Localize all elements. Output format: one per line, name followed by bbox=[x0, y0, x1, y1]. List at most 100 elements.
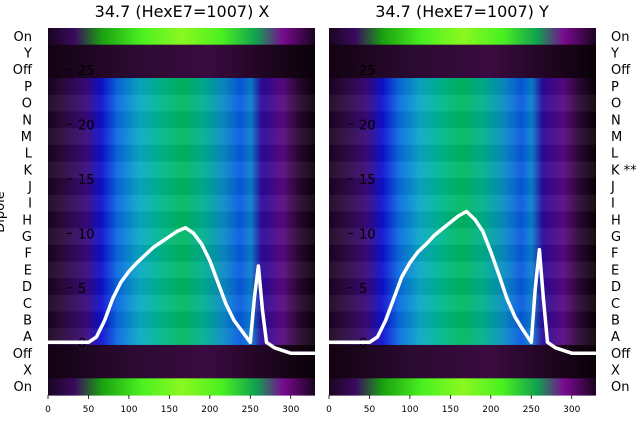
heatmap-row-4 bbox=[48, 78, 315, 96]
overlay-tick-label: 15 bbox=[78, 173, 95, 188]
heatmap-row-shade-8 bbox=[329, 144, 596, 163]
row-label: F bbox=[611, 247, 618, 262]
heatmap-row-8 bbox=[48, 144, 315, 163]
row-label: C bbox=[611, 297, 620, 312]
heatmap-row-shade-7 bbox=[48, 128, 315, 146]
heatmap-row-15 bbox=[329, 261, 596, 279]
heatmap-row-18 bbox=[48, 311, 315, 329]
heatmap-row-21 bbox=[329, 361, 596, 379]
heatmap-row-2 bbox=[48, 44, 315, 62]
heatmap-row-shade-17 bbox=[48, 294, 315, 313]
row-label: J bbox=[610, 180, 615, 195]
heatmap-row-17 bbox=[48, 294, 315, 313]
panel-2-title: 34.7 (HexE7=1007) Y bbox=[375, 2, 549, 21]
row-label: L bbox=[611, 147, 619, 162]
x-tick-label: 200 bbox=[201, 405, 218, 415]
heatmap-row-20 bbox=[329, 344, 596, 363]
panel-1-ylabel: Dipole bbox=[0, 191, 8, 232]
overlay-tick-label: 5 bbox=[78, 282, 86, 297]
row-label: B bbox=[611, 313, 620, 328]
heatmap-row-15 bbox=[48, 261, 315, 279]
x-tick-label: 300 bbox=[282, 405, 299, 415]
overlay-tick-label: 25 bbox=[359, 64, 376, 79]
overlay-tick-label: 10 bbox=[78, 227, 95, 242]
x-tick-label: 250 bbox=[523, 405, 540, 415]
row-label: Y bbox=[23, 47, 32, 62]
heatmap-row-2 bbox=[329, 44, 596, 62]
x-tick-label: 300 bbox=[563, 405, 580, 415]
heatmap-row-shade-9 bbox=[329, 161, 596, 179]
row-label: B bbox=[23, 313, 32, 328]
heatmap-row-9 bbox=[48, 161, 315, 179]
row-label: X bbox=[611, 363, 620, 378]
row-label: K ** bbox=[611, 163, 637, 178]
x-tick-label: 100 bbox=[401, 405, 418, 415]
heatmap-row-shade-15 bbox=[329, 261, 596, 279]
row-label: On bbox=[14, 380, 32, 395]
x-tick-label: 50 bbox=[364, 405, 376, 415]
overlay-curve bbox=[48, 226, 315, 355]
heatmap-row-13 bbox=[48, 228, 315, 246]
x-tick-label: 250 bbox=[242, 405, 259, 415]
heatmap-row-22 bbox=[48, 378, 315, 396]
row-label: A bbox=[23, 330, 32, 345]
heatmap-row-shade-5 bbox=[329, 94, 596, 113]
heatmap-row-1 bbox=[329, 28, 596, 46]
row-label: P bbox=[611, 80, 619, 95]
heatmap-row-shade-11 bbox=[48, 194, 315, 213]
heatmap-row-shade-7 bbox=[329, 128, 596, 146]
heatmap-row-shade-13 bbox=[329, 228, 596, 246]
heatmap-row-shade-14 bbox=[48, 244, 315, 263]
heatmap-row-shade-4 bbox=[329, 78, 596, 96]
heatmap-row-shade-12 bbox=[329, 211, 596, 229]
heatmap-row-shade-6 bbox=[329, 111, 596, 129]
row-label: On bbox=[14, 30, 32, 45]
row-label: Off bbox=[13, 347, 33, 362]
overlay-curve bbox=[329, 209, 596, 355]
row-label: O bbox=[611, 97, 621, 112]
heatmap-row-18 bbox=[329, 311, 596, 329]
row-label: Off bbox=[611, 347, 631, 362]
row-label: F bbox=[25, 247, 32, 262]
row-label: D bbox=[22, 280, 32, 295]
heatmap-row-6 bbox=[48, 111, 315, 129]
heatmap-row-11 bbox=[48, 194, 315, 213]
row-label: I bbox=[611, 197, 615, 212]
row-label: E bbox=[611, 263, 619, 278]
x-tick-label: 0 bbox=[326, 405, 332, 415]
heatmap-row-shade-16 bbox=[48, 278, 315, 296]
heatmap-row-20 bbox=[48, 344, 315, 363]
heatmap-row-shade-11 bbox=[329, 194, 596, 213]
row-label: C bbox=[23, 297, 32, 312]
row-label: P bbox=[24, 80, 32, 95]
row-label: D bbox=[611, 280, 621, 295]
heatmap-row-shade-9 bbox=[48, 161, 315, 179]
row-label: On bbox=[611, 30, 629, 45]
row-label: J bbox=[27, 180, 32, 195]
heatmap-row-shade-16 bbox=[329, 278, 596, 296]
row-label: G bbox=[22, 230, 32, 245]
x-tick-label: 100 bbox=[120, 405, 137, 415]
x-tick-label: 150 bbox=[442, 405, 459, 415]
row-label: L bbox=[25, 147, 33, 162]
row-label: Off bbox=[13, 63, 33, 78]
heatmap-row-7 bbox=[329, 128, 596, 146]
overlay-tick-label: 25 bbox=[78, 64, 95, 79]
heatmap-row-14 bbox=[48, 244, 315, 263]
heatmap-row-shade-18 bbox=[329, 311, 596, 329]
row-label: G bbox=[611, 230, 621, 245]
row-label: M bbox=[611, 130, 622, 145]
heatmap-row-shade-6 bbox=[48, 111, 315, 129]
heatmap-row-1 bbox=[48, 28, 315, 46]
heatmap-row-11 bbox=[329, 194, 596, 213]
row-label: I bbox=[28, 197, 32, 212]
row-label: X bbox=[23, 363, 32, 378]
row-label: M bbox=[21, 130, 32, 145]
row-label: N bbox=[611, 113, 621, 128]
row-label: K bbox=[23, 163, 32, 178]
heatmap-row-shade-12 bbox=[48, 211, 315, 229]
heatmap-row-shade-14 bbox=[329, 244, 596, 263]
